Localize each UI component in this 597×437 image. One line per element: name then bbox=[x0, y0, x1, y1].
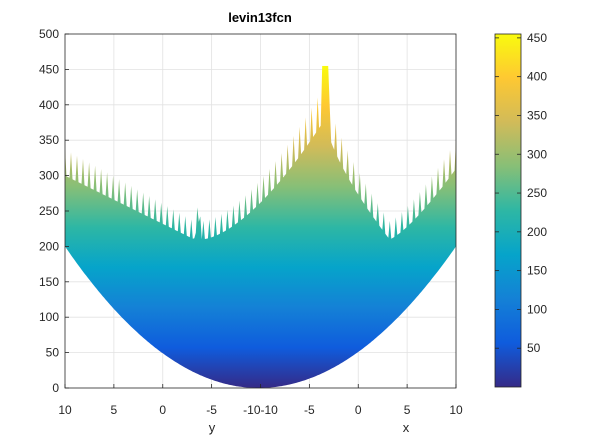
colorbar bbox=[494, 33, 522, 388]
h-tick-label: 0 bbox=[159, 403, 166, 417]
z-tick-label: 400 bbox=[39, 98, 59, 112]
z-tick-label: 200 bbox=[39, 239, 59, 253]
z-tick-label: 0 bbox=[52, 381, 59, 395]
x-axis-label: x bbox=[403, 420, 410, 435]
h-tick-label: 5 bbox=[404, 403, 411, 417]
colorbar-tick-label: 300 bbox=[527, 147, 547, 161]
h-tick-label-seam: -10-10 bbox=[243, 403, 278, 417]
h-tick-label: -5 bbox=[206, 403, 217, 417]
colorbar-tick-label: 150 bbox=[527, 264, 547, 278]
colorbar-ticks: 50 100 150 200 250 300 350 400 450 bbox=[495, 31, 547, 355]
z-tick-label: 500 bbox=[39, 27, 59, 41]
z-tick-label: 150 bbox=[39, 275, 59, 289]
h-tick-label: 10 bbox=[58, 403, 72, 417]
z-tick-label: 450 bbox=[39, 62, 59, 76]
z-tick-label: 300 bbox=[39, 169, 59, 183]
colorbar-tick-label: 400 bbox=[527, 70, 547, 84]
colorbar-tick-label: 50 bbox=[527, 341, 541, 355]
z-tick-label: 100 bbox=[39, 310, 59, 324]
h-tick-label: 0 bbox=[355, 403, 362, 417]
colorbar-tick-label: 250 bbox=[527, 186, 547, 200]
z-tick-label: 50 bbox=[46, 346, 60, 360]
chart-title: levin13fcn bbox=[228, 10, 292, 25]
z-tick-label: 350 bbox=[39, 133, 59, 147]
h-tick-label: -5 bbox=[304, 403, 315, 417]
h-tick-label: 10 bbox=[449, 403, 463, 417]
h-tick-label: 5 bbox=[111, 403, 118, 417]
z-tick-label: 250 bbox=[39, 204, 59, 218]
colorbar-tick-label: 450 bbox=[527, 31, 547, 45]
colorbar-tick-label: 200 bbox=[527, 225, 547, 239]
y-axis-label: y bbox=[209, 420, 216, 435]
colorbar-tick-label: 100 bbox=[527, 302, 547, 316]
horizontal-axis-ticks: 10 5 0 -5 -10-10 -5 0 5 10 bbox=[58, 384, 463, 417]
colorbar-tick-label: 350 bbox=[527, 108, 547, 122]
z-axis-ticks: 0 50 100 150 200 250 300 350 400 450 500 bbox=[39, 27, 69, 395]
